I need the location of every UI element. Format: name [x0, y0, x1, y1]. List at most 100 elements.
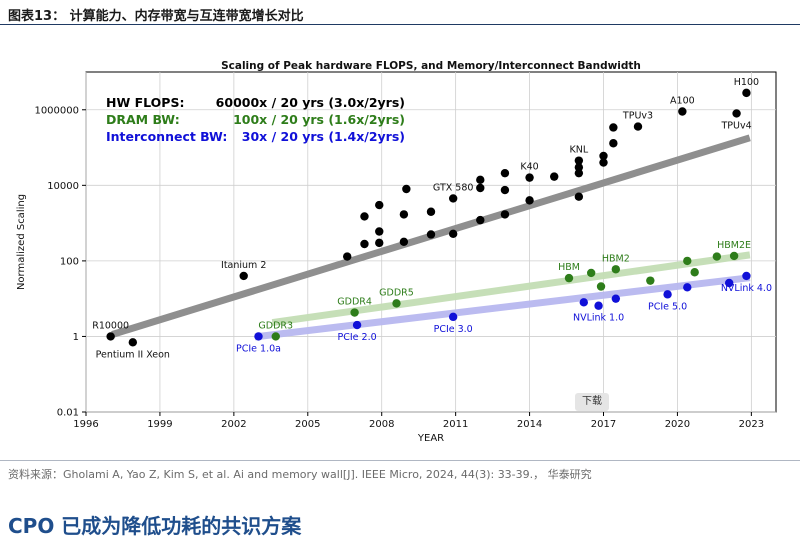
- data-point-dram-bw: [271, 332, 280, 341]
- legend-name: HW FLOPS:: [106, 95, 184, 110]
- data-point-hw-flops: [574, 156, 584, 165]
- data-point-dram-bw: [683, 256, 692, 266]
- y-tick-label: 1000000: [34, 105, 79, 116]
- header-divider: [0, 24, 800, 25]
- data-point-hw-flops: [448, 229, 458, 239]
- y-tick-label: 1: [73, 332, 79, 343]
- data-point-hw-flops: [500, 185, 510, 195]
- data-point-hw-flops: [128, 338, 138, 347]
- legend-value: 100x / 20 yrs (1.6x/2yrs): [233, 112, 405, 127]
- data-point-interconnect-bw: [611, 294, 621, 303]
- y-tick-label: 10000: [47, 181, 79, 192]
- data-label-dram-bw: GDDR3: [258, 320, 293, 331]
- x-tick-label: 1999: [147, 419, 172, 430]
- data-point-dram-bw: [729, 251, 739, 261]
- data-point-interconnect-bw: [254, 332, 263, 341]
- data-label-interconnect-bw: PCIe 2.0: [338, 332, 377, 343]
- data-point-hw-flops: [678, 107, 687, 116]
- legend: HW FLOPS: 60000x / 20 yrs (3.0x/2yrs) DRAM…: [106, 95, 405, 144]
- data-point-hw-flops: [476, 215, 485, 225]
- data-point-hw-flops: [426, 207, 436, 216]
- data-point-hw-flops: [375, 238, 384, 248]
- figure-header: 图表13： 计算能力、内存带宽与互连带宽增长对比: [0, 0, 800, 26]
- data-label-hw-flops: A100: [670, 96, 695, 107]
- data-point-hw-flops: [525, 196, 534, 205]
- data-point-interconnect-bw: [724, 278, 734, 288]
- data-point-dram-bw: [611, 265, 621, 274]
- data-label-dram-bw: HBM: [558, 262, 580, 273]
- data-label-interconnect-bw: NVLink 1.0: [573, 313, 624, 324]
- section-heading: CPO 已成为降低功耗的共识方案: [8, 514, 302, 538]
- data-point-hw-flops: [525, 173, 534, 182]
- data-point-hw-flops: [239, 271, 248, 281]
- data-point-interconnect-bw: [594, 301, 603, 310]
- x-tick-label: 2017: [591, 419, 616, 430]
- legend-value: 60000x / 20 yrs (3.0x/2yrs): [216, 95, 405, 110]
- data-point-hw-flops: [500, 210, 510, 219]
- legend-name: DRAM BW:: [106, 112, 180, 127]
- data-point-hw-flops: [574, 192, 584, 201]
- point-labels: R10000 Pentium II Xeon Itanium 2 GTX 580 K40…: [92, 77, 772, 360]
- download-button[interactable]: 下载: [575, 393, 609, 411]
- figure-title: 图表13： 计算能力、内存带宽与互连带宽增长对比: [8, 9, 304, 24]
- data-label-dram-bw: HBM2E: [717, 240, 751, 251]
- data-label-hw-flops: Pentium II Xeon: [96, 349, 170, 360]
- source-note: 资料来源：Gholami A, Yao Z, Kim S, et al. Ai …: [8, 468, 592, 481]
- trend-line-interconnect-bw: [254, 274, 751, 341]
- data-point-hw-flops: [375, 200, 384, 210]
- axes: 1996 1999 2002 2005 2008 2011 2014 2017 2020 2023…: [34, 105, 764, 430]
- data-points: [106, 88, 751, 347]
- scaling-chart: Scaling of Peak hardware FLOPS, and Memo…: [16, 60, 777, 444]
- data-point-hw-flops: [599, 151, 608, 161]
- data-label-hw-flops: GTX 580: [433, 182, 474, 193]
- x-tick-label: 1996: [73, 419, 98, 430]
- data-label-interconnect-bw: NVLink 4.0: [721, 283, 772, 294]
- data-point-hw-flops: [732, 109, 741, 118]
- data-label-hw-flops: Itanium 2: [221, 260, 266, 271]
- x-axis-label: YEAR: [417, 433, 444, 444]
- x-tick-label: 2023: [739, 419, 764, 430]
- data-point-hw-flops: [476, 175, 485, 185]
- data-label-interconnect-bw: PCIe 3.0: [434, 324, 473, 335]
- data-label-hw-flops: R10000: [92, 320, 129, 331]
- y-tick-label: 0.01: [57, 408, 79, 419]
- data-point-hw-flops: [476, 183, 485, 193]
- chart-title: Scaling of Peak hardware FLOPS, and Memo…: [221, 60, 641, 72]
- data-label-hw-flops: TPUv4: [720, 120, 751, 131]
- legend-value: 30x / 20 yrs (1.4x/2yrs): [242, 129, 405, 144]
- data-point-dram-bw: [586, 268, 596, 278]
- data-point-interconnect-bw: [448, 312, 458, 322]
- data-point-interconnect-bw: [579, 298, 588, 307]
- data-point-hw-flops: [574, 163, 584, 172]
- data-point-hw-flops: [360, 212, 369, 221]
- data-point-dram-bw: [646, 276, 655, 285]
- data-point-hw-flops: [609, 123, 618, 132]
- legend-name: Interconnect BW:: [106, 129, 227, 144]
- data-point-dram-bw: [690, 268, 699, 277]
- data-point-dram-bw: [350, 308, 359, 317]
- data-point-hw-flops: [402, 184, 411, 194]
- data-point-hw-flops: [599, 158, 608, 167]
- data-point-hw-flops: [550, 172, 559, 181]
- data-point-hw-flops: [742, 88, 751, 98]
- y-tick-label: 100: [60, 256, 79, 267]
- data-label-hw-flops: H100: [734, 77, 759, 88]
- data-point-hw-flops: [633, 122, 643, 131]
- data-point-hw-flops: [500, 168, 510, 178]
- x-tick-label: 2011: [443, 419, 468, 430]
- x-tick-label: 2005: [295, 419, 320, 430]
- x-tick-label: 2008: [369, 419, 394, 430]
- data-label-dram-bw: GDDR5: [379, 287, 414, 298]
- x-tick-label: 2020: [665, 419, 690, 430]
- data-point-dram-bw: [392, 299, 401, 308]
- data-label-hw-flops: K40: [520, 162, 538, 173]
- data-point-hw-flops: [448, 194, 458, 203]
- data-label-hw-flops: KNL: [570, 145, 589, 156]
- data-point-dram-bw: [564, 273, 574, 283]
- data-point-hw-flops: [343, 252, 352, 261]
- data-point-hw-flops: [360, 239, 369, 249]
- data-point-hw-flops: [426, 230, 436, 239]
- data-point-hw-flops: [106, 332, 115, 341]
- data-label-hw-flops: TPUv3: [622, 111, 653, 122]
- data-point-interconnect-bw: [352, 320, 362, 330]
